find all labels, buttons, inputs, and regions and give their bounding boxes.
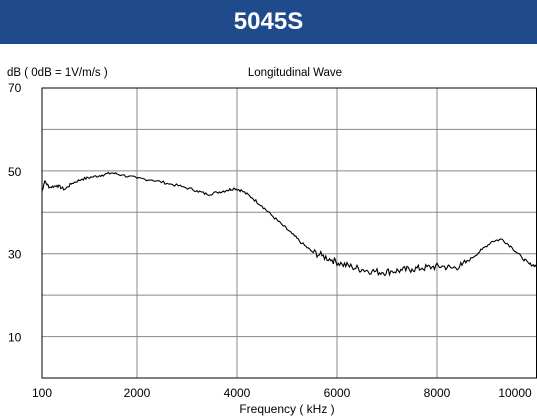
x-tick-label: 100 (32, 386, 52, 400)
x-tick-label: 8000 (424, 386, 451, 400)
y-tick-label: 70 (8, 81, 22, 95)
x-tick-label: 6000 (324, 386, 351, 400)
grid-lines (41, 88, 537, 378)
x-tick-labels: 100 2000 4000 6000 8000 10000 (32, 386, 532, 400)
x-tick-label: 4000 (224, 386, 251, 400)
chart-title: 5045S (0, 0, 537, 44)
x-tick-label: 10000 (498, 386, 532, 400)
y-tick-label: 50 (8, 165, 22, 179)
y-tick-label: 30 (8, 248, 22, 262)
plot-area (41, 87, 537, 379)
chart-subtitle: Longitudinal Wave (248, 67, 342, 79)
y-tick-label: 10 (8, 331, 22, 345)
x-axis-label: Frequency ( kHz ) (239, 402, 334, 416)
y-tick-labels: 70 50 30 10 (8, 81, 22, 345)
x-tick-label: 2000 (124, 386, 151, 400)
series-line (41, 171, 537, 278)
y-axis-label: dB ( 0dB = 1V/m/s ) (7, 67, 108, 79)
